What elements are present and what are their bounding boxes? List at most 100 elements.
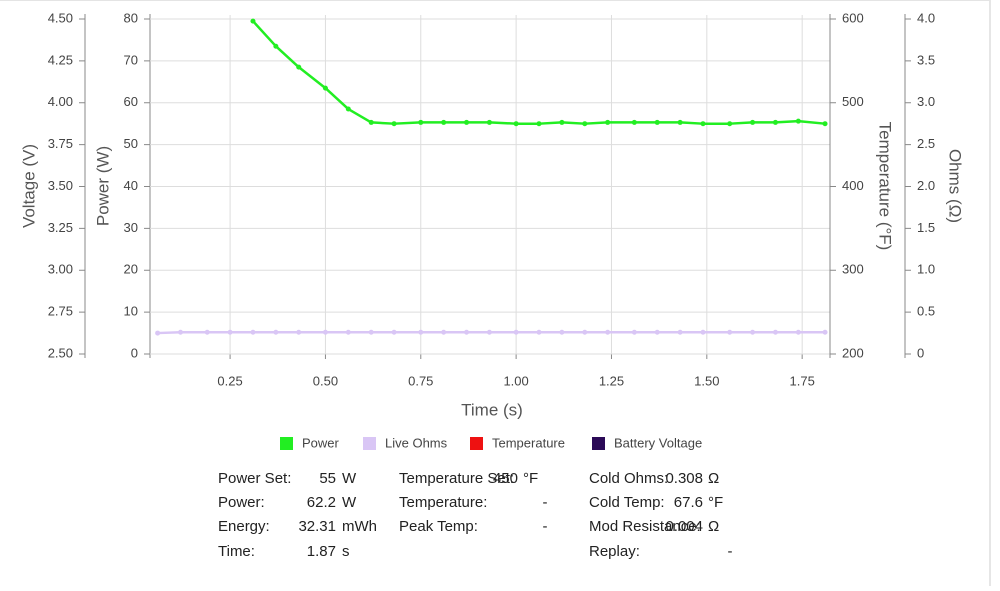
point [513,121,519,127]
y-tick-label: 4.00 [48,94,73,109]
y-tick-label: 600 [842,10,864,25]
point [795,118,801,124]
x-tick-label: 1.50 [694,373,719,388]
point [582,329,588,335]
stat-label: Cold Ohms: [589,470,668,487]
y-tick-label: 3.0 [917,94,935,109]
point [795,329,801,335]
y-tick-label: 70 [124,52,138,67]
point [486,119,492,125]
point [322,329,328,335]
point [250,329,256,335]
legend-swatch [280,437,293,450]
point [654,329,660,335]
point [227,329,233,335]
x-axis-title: Time (s) [461,400,523,419]
x-tick-label: 0.25 [217,373,242,388]
stat-unit: W [342,494,357,511]
point [822,121,828,127]
point [536,121,542,127]
stat-label: Cold Temp: [589,494,665,511]
y-tick-label: 30 [124,220,138,235]
point [273,329,279,335]
stat-value: - [543,494,548,511]
stat-unit: W [342,470,357,487]
point [559,329,565,335]
legend-label: Live Ohms [385,435,448,450]
stat-unit: Ω [708,518,719,535]
stat-unit: Ω [708,470,719,487]
y-tick-label: 4.0 [917,10,935,25]
stat-value: 32.31 [298,518,336,535]
y-tick-label: 20 [124,262,138,277]
point [345,106,351,112]
point [441,329,447,335]
stat-label: Power: [218,494,265,511]
y-tick-label: 10 [124,304,138,319]
point [605,329,611,335]
point [677,329,683,335]
point [631,119,637,125]
point [582,121,588,127]
stat-unit: s [342,543,350,560]
voltage-axis-title: Voltage (V) [19,144,38,228]
point [322,85,328,91]
point [391,121,397,127]
y-tick-label: 2.75 [48,304,73,319]
point [750,329,756,335]
y-tick-label: 4.25 [48,52,73,67]
stat-value: 1.87 [307,543,336,560]
y-tick-label: 0.5 [917,304,935,319]
point [464,329,470,335]
stat-unit: °F [523,470,538,487]
y-tick-label: 50 [124,136,138,151]
point [391,329,397,335]
stat-value: 0.004 [665,518,703,535]
point [368,119,374,125]
legend-label: Temperature [492,435,565,450]
point [772,119,778,125]
point [464,119,470,125]
point [345,329,351,335]
point [700,121,706,127]
stat-label: Peak Temp: [399,518,478,535]
y-tick-label: 3.75 [48,136,73,151]
y-tick-label: 200 [842,345,864,360]
point [750,119,756,125]
point [418,329,424,335]
stat-unit: mWh [342,518,377,535]
y-tick-label: 3.5 [917,52,935,67]
x-tick-label: 1.75 [790,373,815,388]
stat-value: 450 [493,470,518,487]
point [513,329,519,335]
stat-label: Time: [218,543,255,560]
point [486,329,492,335]
legend-swatch [592,437,605,450]
point [418,119,424,125]
stat-value: - [543,518,548,535]
x-tick-label: 0.75 [408,373,433,388]
legend-label: Power [302,435,340,450]
point [155,330,161,336]
stat-label: Power Set: [218,470,291,487]
y-tick-label: 2.50 [48,345,73,360]
y-tick-label: 40 [124,178,138,193]
point [727,121,733,127]
y-tick-label: 500 [842,94,864,109]
point [178,329,184,335]
y-tick-label: 60 [124,94,138,109]
point [441,119,447,125]
point [631,329,637,335]
x-tick-label: 1.00 [503,373,528,388]
y-tick-label: 400 [842,178,864,193]
y-tick-label: 2.0 [917,178,935,193]
stat-unit: °F [708,494,723,511]
legend-swatch [363,437,376,450]
stat-label: Mod Resistance: [589,518,701,535]
ohms-axis-title: Ohms (Ω) [946,149,965,223]
point [654,119,660,125]
point [204,329,210,335]
y-tick-label: 300 [842,262,864,277]
point [700,329,706,335]
y-tick-label: 3.25 [48,220,73,235]
